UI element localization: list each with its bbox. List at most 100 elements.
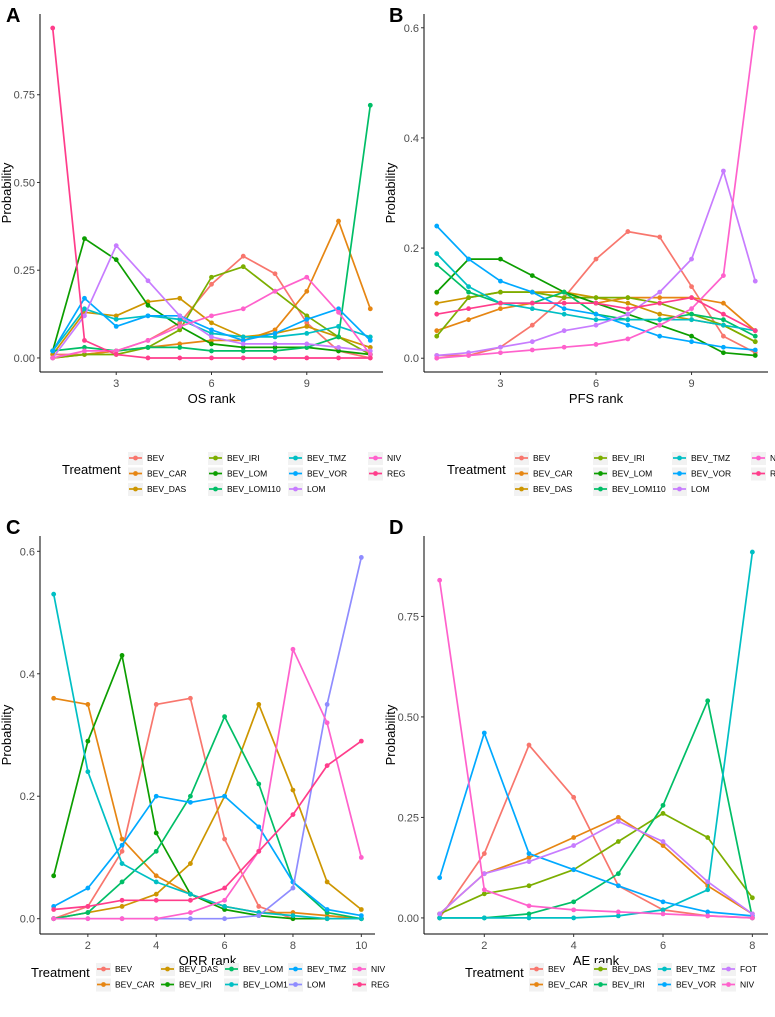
legend-item: BEV_DAS — [160, 963, 219, 976]
data-point — [113, 313, 119, 319]
y-axis-title: Probability — [0, 162, 14, 223]
data-point — [188, 891, 193, 897]
data-point — [209, 348, 214, 354]
legend-key-point — [726, 982, 731, 987]
data-point — [689, 333, 694, 339]
data-point — [177, 313, 183, 319]
data-point — [85, 904, 91, 909]
data-point — [721, 168, 726, 174]
data-point — [51, 916, 57, 922]
data-point — [336, 309, 341, 315]
legend-key-point — [213, 471, 218, 476]
panel-d: D0.000.250.500.752 4 6 8AE rankProbabilityT… — [383, 517, 768, 992]
data-point — [358, 913, 364, 919]
series-niv — [434, 25, 758, 361]
data-point — [177, 320, 183, 326]
data-point — [749, 911, 755, 917]
data-point — [119, 861, 125, 866]
legend-item: BEV_CAR — [96, 978, 155, 992]
x-tick-label: 6 — [660, 940, 666, 952]
data-point — [82, 313, 87, 319]
legend-title: Treatment — [465, 965, 524, 980]
data-point — [290, 885, 296, 891]
data-point — [705, 879, 711, 885]
data-point — [324, 701, 330, 707]
data-point — [689, 256, 694, 262]
data-point — [367, 338, 373, 343]
legend-label: REG — [387, 469, 405, 479]
data-point — [177, 316, 183, 322]
legend-key-point — [726, 966, 731, 972]
legend-label: BEV — [115, 964, 132, 974]
legend-item: BEV_TMZ — [657, 963, 715, 976]
data-point — [82, 348, 87, 354]
legend-label: BEV_TMZ — [691, 453, 730, 463]
data-point — [358, 855, 364, 860]
legend-key-point — [293, 966, 298, 972]
data-point — [526, 883, 532, 889]
data-point — [113, 352, 119, 357]
panel-b: B 0.0 0.2 0.4 0.6 3 6 9 PFS rank Probability Treat… — [383, 5, 775, 496]
legend-key-point — [598, 982, 603, 987]
data-point — [222, 916, 227, 922]
legend-key-point — [213, 455, 218, 461]
data-point — [336, 334, 341, 340]
data-point — [119, 904, 125, 909]
legend-item: BEV_LOM110 — [208, 483, 281, 496]
data-point — [657, 234, 663, 240]
legend-item: BEV_VOR — [288, 467, 347, 481]
data-point — [434, 262, 440, 267]
data-point — [82, 338, 87, 343]
legend-item: BEV_VOR — [657, 978, 716, 992]
legend-item: FOT — [721, 963, 757, 976]
data-point — [177, 355, 183, 361]
y-tick-label: 0.75 — [398, 611, 419, 623]
series-line — [53, 697, 362, 920]
legend-item: BEV_LOM — [224, 963, 283, 976]
series-line — [436, 225, 756, 351]
panel-letter: A — [6, 5, 20, 27]
data-point — [571, 835, 577, 840]
data-point — [188, 793, 193, 799]
data-point — [256, 848, 262, 854]
data-point — [256, 904, 262, 909]
data-point — [561, 328, 567, 334]
data-point — [660, 802, 666, 808]
data-point — [209, 327, 214, 333]
series-bev-das — [51, 701, 364, 922]
data-point — [85, 885, 91, 891]
legend-title: Treatment — [447, 462, 506, 477]
x-tick-label: 8 — [290, 940, 296, 952]
legend-label: BEV_LOM — [612, 469, 652, 479]
data-point — [660, 839, 666, 844]
data-point — [222, 904, 227, 909]
data-point — [529, 347, 535, 353]
data-point — [625, 300, 631, 306]
y-tick-label: 0.0 — [20, 914, 35, 926]
data-point — [113, 257, 119, 263]
legend-key-point — [756, 455, 761, 461]
data-point — [615, 909, 621, 915]
data-point — [498, 350, 503, 356]
data-point — [660, 907, 666, 913]
data-point — [529, 322, 535, 328]
series-bev-car — [51, 695, 364, 922]
series-line — [439, 816, 753, 915]
data-point — [324, 763, 330, 769]
data-point — [304, 288, 310, 294]
legend-key-point — [165, 966, 170, 972]
data-point — [304, 323, 310, 329]
data-point — [721, 322, 726, 328]
series-lom — [434, 168, 758, 358]
legend-label: BEV_VOR — [676, 980, 716, 990]
data-point — [336, 345, 341, 350]
data-point — [367, 306, 373, 312]
data-point — [145, 302, 151, 308]
series-line — [436, 170, 757, 357]
data-point — [240, 345, 246, 350]
legend-key-point — [677, 455, 682, 461]
series-bev-car — [437, 815, 755, 917]
data-point — [290, 812, 296, 817]
legend-item: REG — [368, 467, 405, 481]
legend-label: LOM — [691, 484, 709, 494]
